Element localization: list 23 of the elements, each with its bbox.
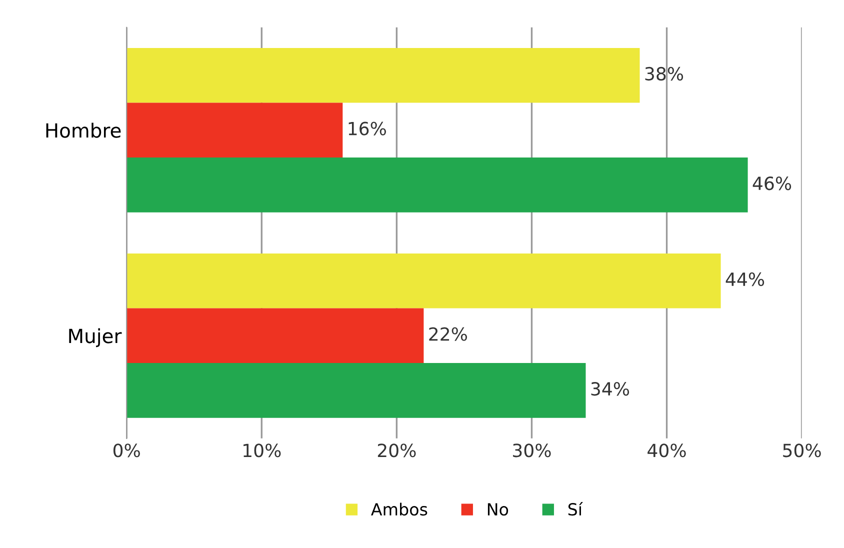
data-label: 16% [348, 122, 386, 136]
data-label: 46% [752, 176, 792, 190]
data-label: 38% [645, 66, 684, 81]
x-tick-label: 10% [244, 444, 281, 458]
bar [126, 48, 640, 103]
legend-label: Sí [568, 502, 583, 516]
x-tick-label: 40% [648, 444, 686, 458]
bar [126, 158, 748, 212]
y-tick-label: Hombre [46, 122, 121, 138]
data-label: 22% [429, 327, 467, 341]
x-tick-label: 0% [113, 444, 140, 458]
y-tick-label: Mujer [69, 328, 122, 348]
data-label: 34% [591, 382, 630, 396]
x-tick-label: 50% [783, 444, 821, 458]
bar [126, 308, 424, 364]
bar [126, 363, 586, 418]
x-tick-label: 20% [378, 444, 416, 458]
data-label: 44% [726, 272, 764, 286]
legend-label: No [488, 503, 508, 516]
bar [126, 253, 721, 308]
x-tick-label: 30% [513, 444, 551, 458]
bar [126, 102, 343, 158]
legend-label: Ambos [371, 502, 428, 516]
